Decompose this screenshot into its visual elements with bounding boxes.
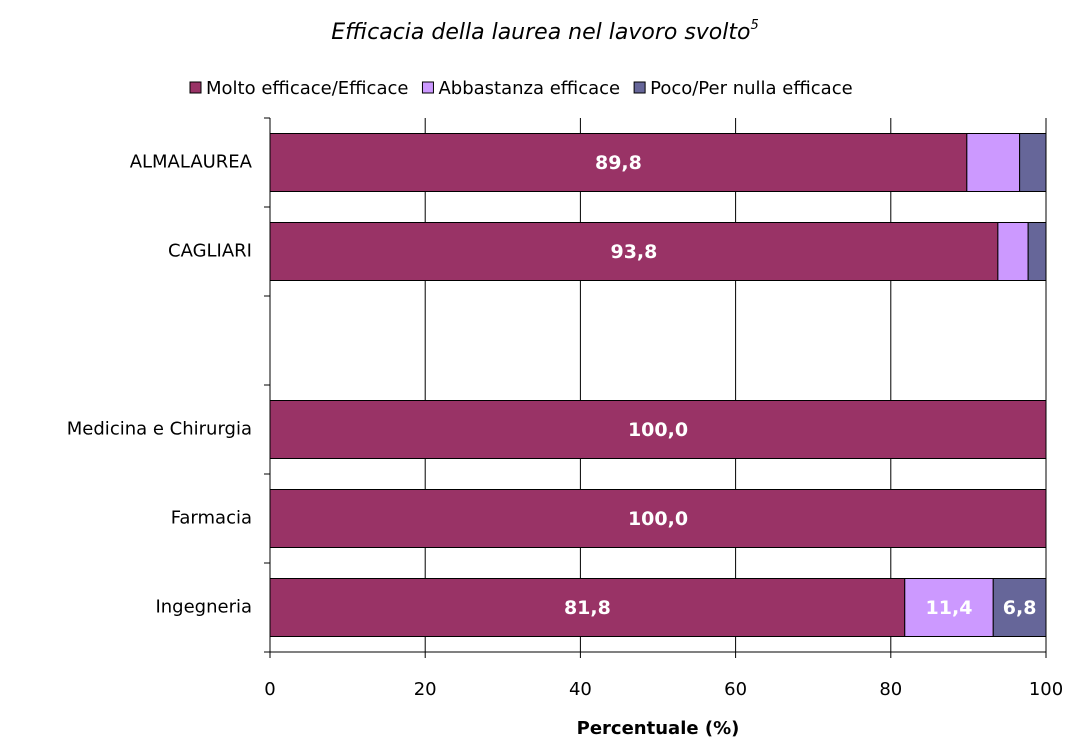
y-tick-label: CAGLIARI bbox=[168, 241, 252, 262]
x-tick-label: 80 bbox=[879, 679, 902, 700]
legend-label: Molto efficace/Efficace bbox=[206, 78, 408, 99]
bar-segment bbox=[992, 578, 1047, 637]
bar-segment bbox=[269, 400, 1047, 459]
legend-swatch bbox=[421, 81, 434, 94]
bar-segment bbox=[269, 578, 906, 637]
data-label: 6,8 bbox=[1003, 597, 1037, 619]
bar-segment bbox=[1019, 133, 1047, 192]
bar-segment bbox=[997, 222, 1029, 281]
x-tick-label: 60 bbox=[724, 679, 747, 700]
data-label: 89,8 bbox=[595, 152, 642, 174]
bar-segment bbox=[966, 133, 1021, 192]
x-tick-label: 40 bbox=[569, 679, 592, 700]
x-tick-label: 20 bbox=[414, 679, 437, 700]
bar-segment bbox=[269, 489, 1047, 548]
x-tick-label: 0 bbox=[264, 679, 275, 700]
data-label: 81,8 bbox=[564, 597, 611, 619]
title-note: 5 bbox=[750, 18, 758, 33]
data-label: 93,8 bbox=[610, 241, 657, 263]
y-tick-label: ALMALAUREA bbox=[130, 152, 253, 173]
legend-swatch bbox=[633, 81, 646, 94]
legend-label: Abbastanza efficace bbox=[438, 78, 620, 99]
bar-segment bbox=[1027, 222, 1047, 281]
data-label: 100,0 bbox=[628, 508, 688, 530]
y-tick-label: Ingegneria bbox=[155, 597, 252, 618]
title-text: Efficacia della laurea nel lavoro svolto bbox=[331, 20, 750, 45]
y-tick-label: Medicina e Chirurgia bbox=[67, 419, 252, 440]
x-axis-label: Percentuale (%) bbox=[577, 718, 740, 739]
bar-segment bbox=[904, 578, 994, 637]
x-tick-label: 100 bbox=[1029, 679, 1063, 700]
legend-label: Poco/Per nulla efficace bbox=[650, 78, 853, 99]
data-label: 11,4 bbox=[926, 597, 973, 619]
chart-title: Efficacia della laurea nel lavoro svolto… bbox=[331, 18, 759, 46]
data-label: 100,0 bbox=[628, 419, 688, 441]
y-tick-label: Farmacia bbox=[171, 508, 252, 529]
legend-swatch bbox=[189, 81, 202, 94]
